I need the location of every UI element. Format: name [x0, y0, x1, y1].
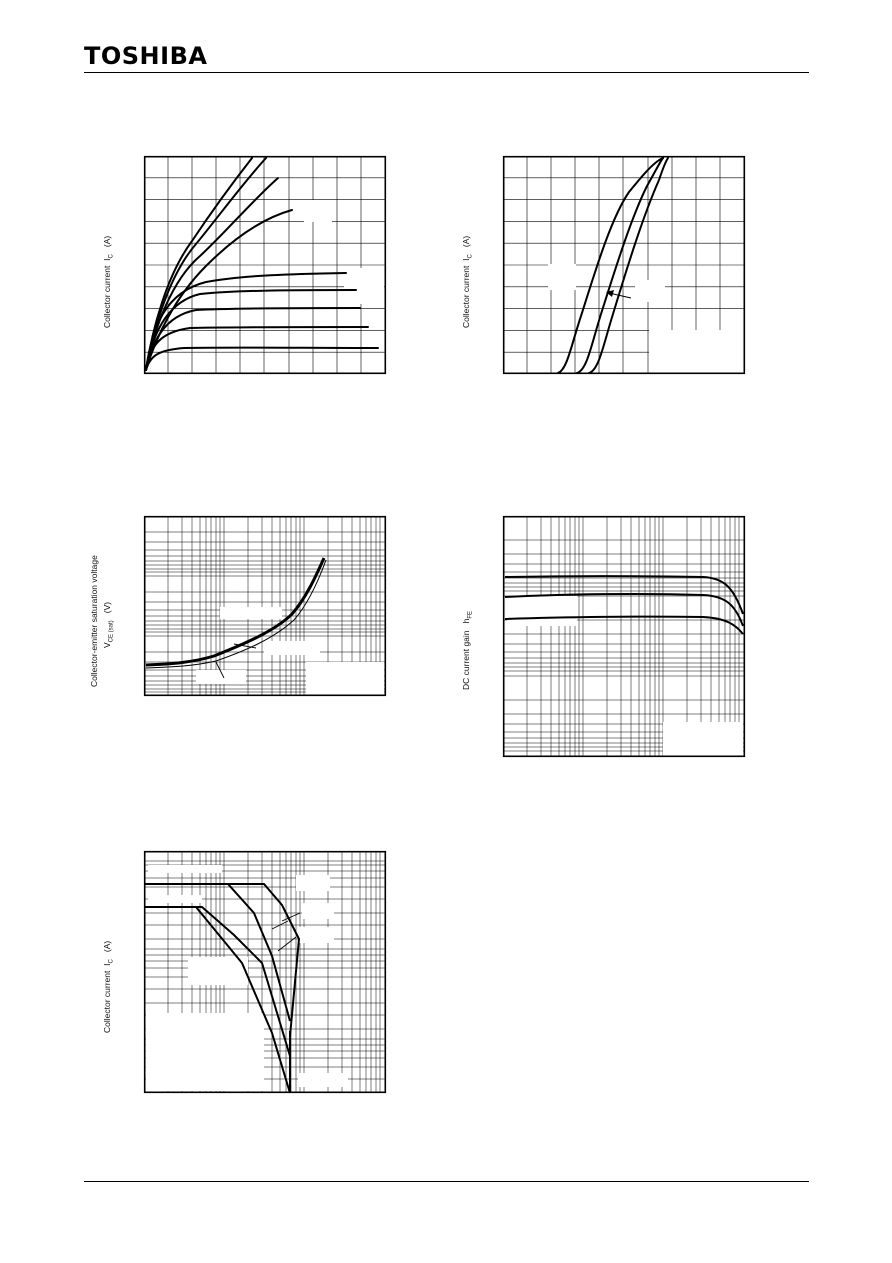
hfe-ylabel: DC current gain hFE [461, 610, 474, 690]
soa-ylabel: Collector current IC (A) [102, 940, 115, 1033]
footer-rule [84, 1181, 809, 1182]
vce-sat-ylabel-line2: VCE (sat) (V) [102, 601, 115, 648]
vce-sat-ylabel-line1: Collector-emitter saturation voltage [89, 555, 99, 687]
ic-vce-ylabel: Collector current IC (A) [102, 235, 115, 328]
graph-soa [143, 850, 387, 1094]
graph-hfe [502, 515, 746, 758]
header-rule [84, 72, 809, 73]
ic-vbe-ylabel: Collector current IC (A) [461, 235, 474, 328]
graph-vce-sat [143, 515, 387, 697]
graph-ic-vbe [502, 155, 746, 375]
toshiba-logo: TOSHIBA [84, 42, 208, 70]
graph-ic-vce [143, 155, 387, 375]
